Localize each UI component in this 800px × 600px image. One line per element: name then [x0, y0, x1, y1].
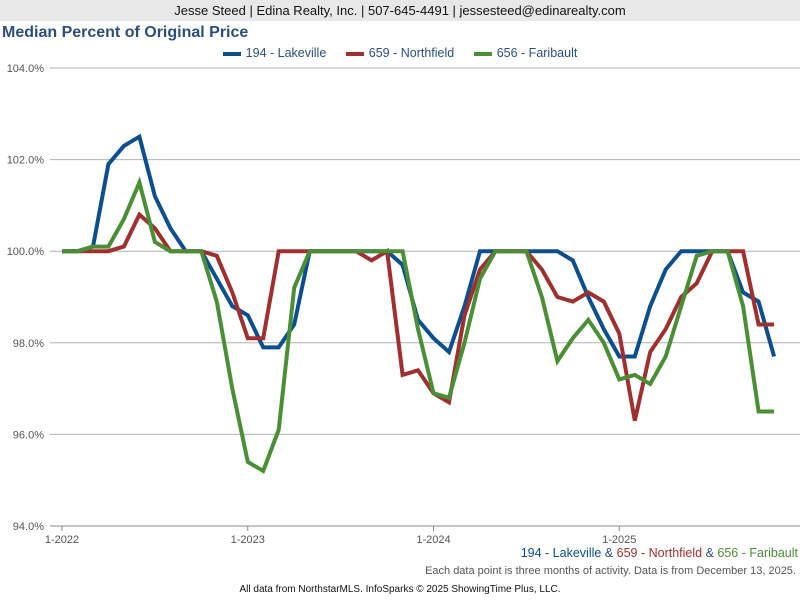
bl-lakeville: 194 - Lakeville [520, 546, 602, 560]
y-tick-label: 94.0% [13, 521, 44, 533]
data-note: Each data point is three months of activ… [425, 565, 796, 577]
y-tick-label: 98.0% [13, 338, 44, 350]
y-tick-label: 104.0% [7, 63, 45, 75]
bl-sep: & [601, 546, 617, 560]
bl-faribault: 656 - Faribault [717, 546, 798, 560]
bottom-legend: 194 - Lakeville & 659 - Northfield & 656… [521, 546, 798, 560]
legend-label: 656 - Faribault [496, 46, 578, 60]
legend-item-faribault[interactable]: 656 - Faribault [473, 46, 578, 60]
bl-sep: & [702, 546, 718, 560]
legend-item-lakeville[interactable]: 194 - Lakeville [222, 46, 327, 60]
x-tick-label: 1-2022 [45, 534, 79, 546]
agent-header: Jesse Steed | Edina Realty, Inc. | 507-6… [0, 0, 800, 21]
x-tick-label: 1-2023 [231, 534, 265, 546]
footer: All data from NorthstarMLS. InfoSparks ©… [239, 584, 561, 595]
y-tick-label: 100.0% [7, 246, 45, 258]
x-tick-label: 1-2025 [602, 534, 636, 546]
y-tick-label: 96.0% [13, 429, 44, 441]
x-tick-label: 1-2024 [416, 534, 450, 546]
bl-northfield: 659 - Northfield [616, 546, 703, 560]
chart-title: Median Percent of Original Price [2, 24, 249, 41]
legend-item-northfield[interactable]: 659 - Northfield [345, 46, 455, 60]
legend-label: 194 - Lakeville [245, 46, 327, 60]
y-tick-label: 102.0% [7, 155, 45, 167]
series-line-faribault [62, 176, 775, 474]
legend: 194 - Lakeville 659 - Northfield 656 - F… [0, 46, 800, 60]
legend-label: 659 - Northfield [368, 46, 455, 60]
